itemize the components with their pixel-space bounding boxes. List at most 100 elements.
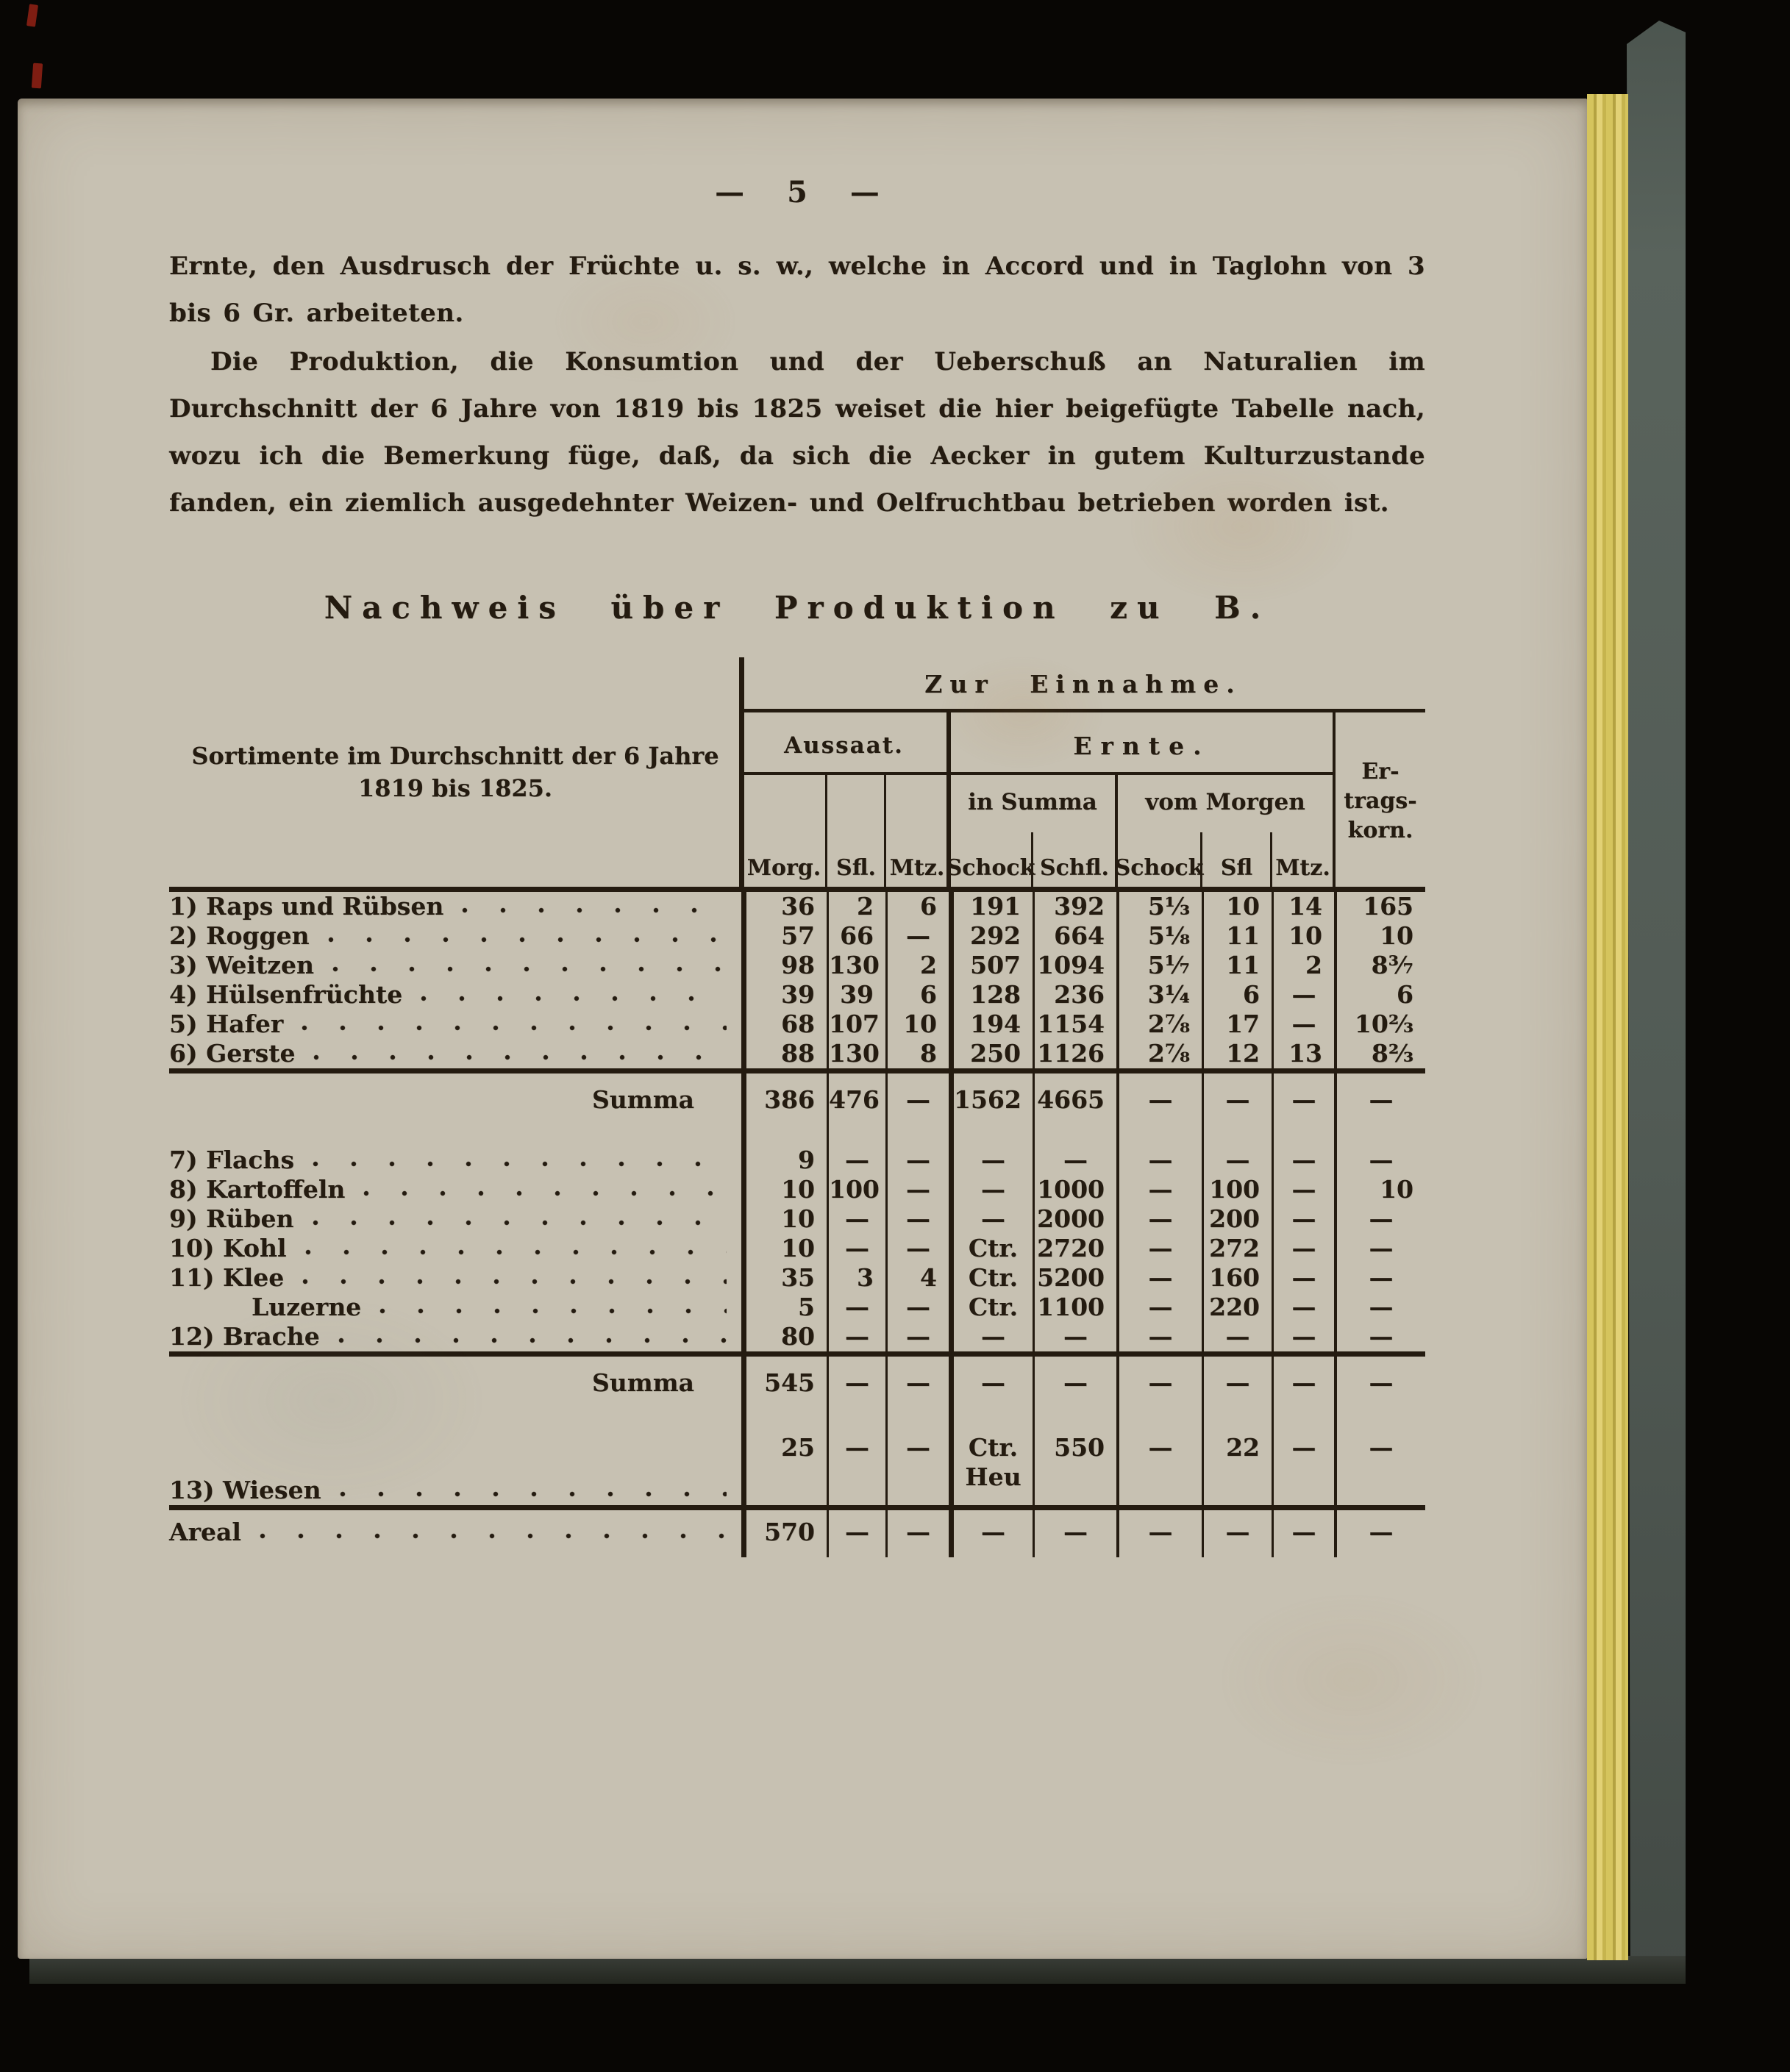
cell: 5⅓ <box>1116 892 1202 921</box>
cell: 200 <box>1202 1204 1272 1234</box>
cell: — <box>1116 1175 1202 1204</box>
table-row: Summa 545— — — — — — — — <box>169 1357 1425 1410</box>
table-row: Summa 386 476—1562 4665— — — — <box>169 1073 1425 1126</box>
book-cover-bottom-edge <box>29 1956 1686 1984</box>
header-divider <box>1333 709 1336 887</box>
cell <box>1033 1126 1116 1146</box>
cell: — <box>1334 1263 1425 1293</box>
red-mark <box>26 4 39 27</box>
cell: 10 <box>741 1204 827 1234</box>
cell: 1126 <box>1033 1039 1116 1068</box>
cell: — <box>1334 1204 1425 1234</box>
cell: 1100 <box>1033 1293 1116 1322</box>
cell: — <box>1116 1073 1202 1126</box>
cell: — <box>885 1510 949 1557</box>
unit-morg: Morg. <box>746 855 821 881</box>
dot-leader <box>460 905 727 915</box>
cell: 100 <box>1202 1175 1272 1204</box>
cell: 250 <box>949 1039 1033 1068</box>
cell <box>741 1126 827 1146</box>
cell: — <box>949 1175 1033 1204</box>
cell: 10 <box>741 1234 827 1263</box>
cell: 17 <box>1202 1010 1272 1039</box>
cell: 10⅔ <box>1334 1010 1425 1039</box>
cell: — <box>885 1234 949 1263</box>
cell <box>885 1410 949 1429</box>
cell: — <box>1033 1146 1116 1175</box>
cell: 4 <box>885 1263 949 1293</box>
cell <box>885 1126 949 1146</box>
dot-leader <box>310 1218 727 1228</box>
cell: — <box>1202 1073 1272 1126</box>
table-row: 11) Klee 35 3 4 Ctr. 5200—160— — <box>169 1263 1425 1293</box>
cell: 13 <box>1272 1039 1334 1068</box>
table-rule <box>169 887 1425 892</box>
cell: — <box>1334 1234 1425 1263</box>
table-row: Luzerne 5— — Ctr. 1100—220— — <box>169 1293 1425 1322</box>
cell: — <box>1272 1510 1334 1557</box>
cell <box>1202 1126 1272 1146</box>
cell: — <box>885 1204 949 1234</box>
header-rule <box>949 772 1334 775</box>
row-label: 3) Weitzen <box>169 951 741 980</box>
table-row: 2) Roggen 57 66—292 664 5⅛ 11 10 10 <box>169 921 1425 951</box>
cell: — <box>1272 1234 1334 1263</box>
row-label: 8) Kartoffeln <box>169 1175 741 1204</box>
dot-leader <box>300 1276 727 1287</box>
cell: 550 <box>1033 1429 1116 1505</box>
cell: — <box>1272 1175 1334 1204</box>
cell: — <box>949 1204 1033 1234</box>
column-group-ernte: Ernte. <box>1073 731 1210 760</box>
cell: — <box>1272 1204 1334 1234</box>
dot-leader <box>329 964 727 974</box>
page-number-dash: — <box>849 175 880 210</box>
dot-leader <box>335 1335 727 1346</box>
cell: 545 <box>741 1357 827 1410</box>
cell: 292 <box>949 921 1033 951</box>
cell <box>827 1126 885 1146</box>
table-row: 1) Raps und Rübsen 36 2 6 191 392 5⅓ 10 14 165 <box>169 892 1425 921</box>
table-row: 10) Kohl 10— — Ctr. 2720—272— — <box>169 1234 1425 1263</box>
cell <box>1116 1410 1202 1429</box>
cell: 10 <box>885 1010 949 1039</box>
cell: 476 <box>827 1073 885 1126</box>
cell: 160 <box>1202 1263 1272 1293</box>
cell: — <box>949 1146 1033 1175</box>
unit-sfl: Sfl. <box>836 855 876 881</box>
cell: — <box>1272 1293 1334 1322</box>
table-row: 5) Hafer 68 107 10 194 1154 2⅞ 17—10⅔ <box>169 1010 1425 1039</box>
table-row: 3) Weitzen 98 130 2 507 1094 5¹⁄₇ 11 2 8³⁄₇ <box>169 951 1425 980</box>
table-row: 6) Gerste 88 130 8 250 1126 2⅞ 12 13 8⅔ <box>169 1039 1425 1068</box>
cell: 3¼ <box>1116 980 1202 1010</box>
unit-mtz: Mtz. <box>1275 855 1330 881</box>
cell: 6 <box>885 980 949 1010</box>
cell: 220 <box>1202 1293 1272 1322</box>
cell: — <box>1272 1429 1334 1505</box>
page-number-dash: — <box>715 175 745 210</box>
row-label: 13) Wiesen <box>169 1429 741 1505</box>
dot-leader <box>418 993 727 1004</box>
cell: 5⅛ <box>1116 921 1202 951</box>
cell: 57 <box>741 921 827 951</box>
table-row: 12) Brache 80— — — — — — — — <box>169 1322 1425 1351</box>
cell: 570 <box>741 1510 827 1557</box>
cell <box>1202 1410 1272 1429</box>
cell: — <box>1334 1510 1425 1557</box>
cell: 507 <box>949 951 1033 980</box>
cell: 8 <box>885 1039 949 1068</box>
cell: — <box>1334 1357 1425 1410</box>
cell: — <box>1272 1357 1334 1410</box>
cell: 1154 <box>1033 1010 1116 1039</box>
table-row: 8) Kartoffeln 10 100— —1000—100—10 <box>169 1175 1425 1204</box>
cell: 272 <box>1202 1234 1272 1263</box>
cell: — <box>949 1510 1033 1557</box>
cell: — <box>1272 1322 1334 1351</box>
cell: — <box>1334 1146 1425 1175</box>
page-number-row: — 5 — <box>169 175 1425 210</box>
cell: — <box>1272 1073 1334 1126</box>
cell <box>949 1410 1033 1429</box>
cell <box>1272 1410 1334 1429</box>
cell: — <box>1116 1357 1202 1410</box>
cell: — <box>885 1429 949 1505</box>
cell: Ctr. Heu <box>949 1429 1033 1505</box>
